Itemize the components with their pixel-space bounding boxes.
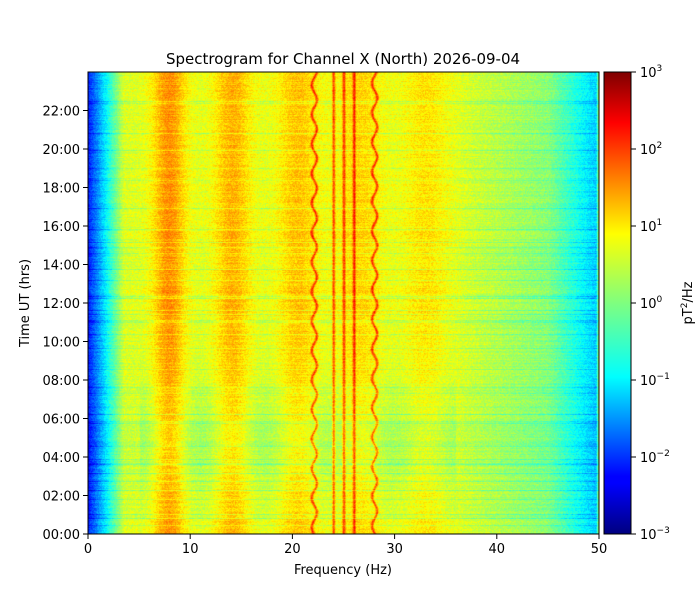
y-tick-label: 08:00 [43, 374, 80, 389]
x-axis-ticks: 0 10 20 30 40 50 [84, 534, 607, 557]
colorbar-tick-label: 10−3 [640, 526, 670, 543]
x-tick-label: 40 [489, 542, 506, 557]
colorbar-tick-exp: 3 [657, 64, 663, 74]
x-axis-label: Frequency (Hz) [294, 563, 392, 578]
chart-title: Spectrogram for Channel X (North) 2026-0… [166, 50, 520, 68]
colorbar-tick-base: 10 [640, 143, 657, 158]
colorbar-tick-exp: 2 [657, 141, 663, 151]
colorbar-tick-exp: 0 [657, 295, 663, 305]
y-axis-label: Time UT (hrs) [18, 259, 33, 348]
colorbar-label-tail: /Hz [681, 281, 696, 302]
colorbar-tick-label: 101 [640, 218, 662, 235]
y-tick-label: 04:00 [43, 451, 80, 466]
colorbar [603, 71, 632, 535]
y-tick-label: 22:00 [43, 105, 80, 120]
colorbar-tick-base: 10 [640, 528, 657, 543]
colorbar-tick-label: 100 [640, 295, 663, 312]
y-tick-label: 02:00 [43, 490, 80, 505]
colorbar-tick-base: 10 [640, 66, 657, 81]
heatmap-area [88, 72, 599, 534]
x-tick-label: 10 [182, 542, 199, 557]
colorbar-tick-exp: 1 [657, 218, 663, 228]
colorbar-tick-exp: −3 [657, 526, 670, 536]
y-axis-ticks: 00:00 02:00 04:00 06:00 08:00 10:00 12:00 14:00… [43, 105, 88, 543]
colorbar-label: pT2/Hz [680, 281, 696, 324]
y-tick-label: 20:00 [43, 143, 80, 158]
colorbar-label-exp: 2 [680, 303, 690, 309]
x-tick-label: 20 [284, 542, 301, 557]
y-tick-label: 14:00 [43, 259, 80, 274]
y-tick-label: 10:00 [43, 336, 80, 351]
heatmap-image [88, 72, 599, 534]
colorbar-tick-exp: −2 [657, 449, 670, 459]
colorbar-tick-base: 10 [640, 297, 657, 312]
colorbar-tick-label: 103 [640, 64, 662, 81]
y-tick-label: 12:00 [43, 297, 80, 312]
y-tick-label: 06:00 [43, 413, 80, 428]
colorbar-label-base: pT [681, 308, 696, 324]
x-tick-label: 30 [386, 542, 403, 557]
y-tick-label: 16:00 [43, 220, 80, 235]
x-tick-label: 0 [84, 542, 92, 557]
colorbar-tick-exp: −1 [657, 372, 670, 382]
y-tick-label: 18:00 [43, 182, 80, 197]
colorbar-tick-base: 10 [640, 451, 657, 466]
y-tick-label: 00:00 [43, 528, 80, 543]
x-tick-label: 50 [591, 542, 608, 557]
colorbar-tick-label: 10−2 [640, 449, 670, 466]
colorbar-tick-base: 10 [640, 220, 657, 235]
colorbar-tick-label: 10−1 [640, 372, 670, 389]
colorbar-tick-label: 102 [640, 141, 662, 158]
colorbar-tick-base: 10 [640, 374, 657, 389]
